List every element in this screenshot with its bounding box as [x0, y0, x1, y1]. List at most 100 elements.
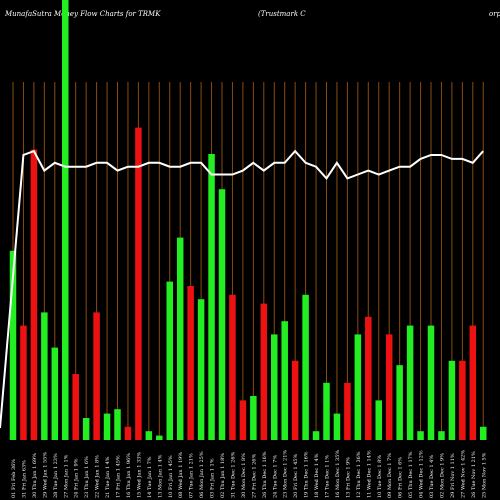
x-tick-label: 04 Wed Dec 1 12% — [419, 450, 425, 498]
x-tick-label: 03 Tue Dec 1 4% — [429, 455, 435, 498]
money-flow-bar — [229, 294, 236, 440]
money-flow-bar — [93, 312, 100, 440]
x-tick-label: 13 Mon Jan 1 4% — [157, 454, 163, 498]
money-flow-bar — [354, 334, 362, 440]
money-flow-bar — [103, 413, 111, 440]
x-tick-label: 03 Fri Jan 1 1% — [210, 458, 216, 498]
money-flow-bar — [72, 374, 79, 440]
x-tick-label: 02 Thu Jan 1 18% — [220, 453, 226, 498]
money-flow-bar — [156, 435, 163, 440]
money-flow-bars — [9, 0, 487, 440]
x-tick-label: 23 Mon Dec 1 21% — [283, 450, 289, 498]
x-tick-label: 05 Thu Dec 1 17% — [408, 451, 414, 498]
x-tick-label: 15 Wed Jan 1 33% — [136, 452, 142, 498]
money-flow-bar — [20, 325, 27, 440]
money-flow-bar — [459, 360, 466, 440]
money-flow-bar — [30, 149, 38, 440]
x-tick-label: 24 Tue Dec 1 7% — [272, 455, 278, 498]
x-tick-label: 26 Thu Dec 1 16% — [262, 451, 268, 498]
x-tick-label: 18 Wed Dec 1 4% — [314, 453, 320, 498]
x-tick-label: 17 Fri Jan 1 45% — [116, 455, 122, 498]
x-tick-label: 14 Tue Jan 1 7% — [147, 456, 153, 498]
x-tick-label: 09 Mon Dec 1 7% — [387, 453, 393, 498]
x-tick-label: 16 Mon Dec 1 35% — [335, 450, 341, 498]
x-tick-label: 22 Wed Jan 1 8% — [95, 455, 101, 498]
money-flow-bar — [239, 400, 247, 440]
money-flow-bar — [145, 431, 153, 440]
money-flow-bar — [438, 431, 445, 440]
x-tick-label: 25 Mon Nov 1 5% — [481, 452, 487, 498]
x-tick-label: 12 Thu Dec 1 36% — [356, 451, 362, 498]
x-tick-label: 31 Tue Dec 1 26% — [230, 451, 236, 498]
x-tick-label: 31 Fri Jan 63% — [21, 460, 27, 498]
x-tick-label: 06 Fri Dec 1 6% — [398, 457, 404, 498]
money-flow-bar — [344, 382, 351, 440]
x-tick-label: 30 Thu Jan 1 69% — [32, 453, 38, 498]
x-tick-label: 10 Fri Jan 1 45% — [168, 455, 174, 498]
chart-title-company: (Trustmark C — [258, 10, 306, 18]
money-flow-bar — [271, 334, 278, 440]
money-flow-bar — [417, 431, 424, 440]
money-flow-bar — [51, 347, 59, 440]
x-axis-tick-labels: 01 Fri Feb 36% 31 Fri Jan 63% 30 Thu Jan 1… — [11, 450, 487, 498]
money-flow-bar — [448, 360, 456, 440]
money-flow-bar — [250, 396, 257, 440]
x-tick-label: 29 Wed Jan 1 55% — [42, 452, 48, 498]
x-tick-label: 27 Wed Nov 1 42% — [460, 450, 466, 498]
money-flow-bar — [62, 0, 69, 440]
money-flow-bar — [218, 189, 226, 440]
money-flow-bar — [166, 281, 173, 440]
x-tick-label: 23 Thu Jan 1 6% — [84, 456, 90, 498]
money-flow-bar — [41, 312, 48, 440]
money-flow-bar — [281, 321, 288, 440]
money-flow-bar — [302, 294, 309, 440]
price-line — [0, 149, 484, 429]
money-flow-bar — [124, 426, 132, 440]
x-tick-label: 11 Wed Dec 1 14% — [366, 450, 372, 498]
money-flow-bar — [208, 154, 215, 440]
x-tick-label: 24 Fri Jan 1 9% — [74, 458, 80, 498]
x-tick-label: 26 Tue Nov 1 21% — [471, 451, 477, 498]
money-flow-bar — [396, 365, 403, 440]
x-tick-label: 10 Tue Dec 1 8% — [377, 455, 383, 498]
money-flow-bar — [469, 325, 477, 440]
x-tick-label: 30 Mon Dec 1 8% — [241, 453, 247, 498]
x-tick-label: 28 Tue Jan 1 23% — [53, 453, 59, 498]
chart-title-company-suffix: orp — [489, 10, 500, 18]
x-tick-label: 02 Mon Dec 1 9% — [439, 453, 445, 498]
money-flow-bar — [312, 431, 320, 440]
money-flow-bar — [260, 303, 268, 440]
x-tick-label: 21 Tue Jan 1 4% — [105, 456, 111, 498]
x-tick-label: 07 Tue Jan 1 21% — [189, 453, 195, 498]
x-tick-label: 13 Fri Dec 1 9% — [345, 457, 351, 498]
x-tick-label: 20 Fri Dec 1 45% — [293, 454, 299, 498]
money-flow-bar — [323, 382, 330, 440]
money-flow-bar — [480, 426, 487, 440]
money-flow-bar — [333, 413, 341, 440]
x-tick-label: 27 Fri Dec 1 26% — [251, 454, 257, 498]
money-flow-bar — [406, 325, 414, 440]
x-tick-label: 19 Thu Dec 1 16% — [304, 451, 310, 498]
money-flow-bar — [82, 418, 90, 440]
price-line-layer — [0, 149, 484, 429]
x-tick-label: 08 Wed Jan 1 19% — [178, 452, 184, 498]
x-tick-label: 29 Fri Nov 1 11% — [450, 453, 456, 498]
money-flow-bar — [375, 400, 382, 440]
money-flow-bar — [291, 360, 299, 440]
x-tick-label: 01 Fri Feb 36% — [11, 459, 17, 498]
money-flow-bar — [114, 409, 121, 440]
money-flow-bar — [385, 334, 393, 440]
money-flow-bar — [176, 237, 184, 440]
chart-title: MunafaSutra Money Flow Charts for TRMK — [5, 10, 161, 18]
money-flow-bar — [9, 250, 17, 440]
money-flow-bar — [365, 316, 372, 440]
money-flow-bar — [427, 325, 435, 440]
x-tick-label: 16 Thu Jan 1 96% — [126, 453, 132, 498]
x-tick-label: 27 Mon Jan 1 1% — [63, 454, 69, 498]
x-tick-label: 06 Mon Jan 1 25% — [199, 451, 205, 498]
money-flow-bar — [135, 127, 142, 440]
money-flow-bar — [187, 286, 194, 440]
x-tick-label: 17 Tue Dec 1 1% — [325, 455, 331, 498]
money-flow-bar — [197, 299, 205, 440]
